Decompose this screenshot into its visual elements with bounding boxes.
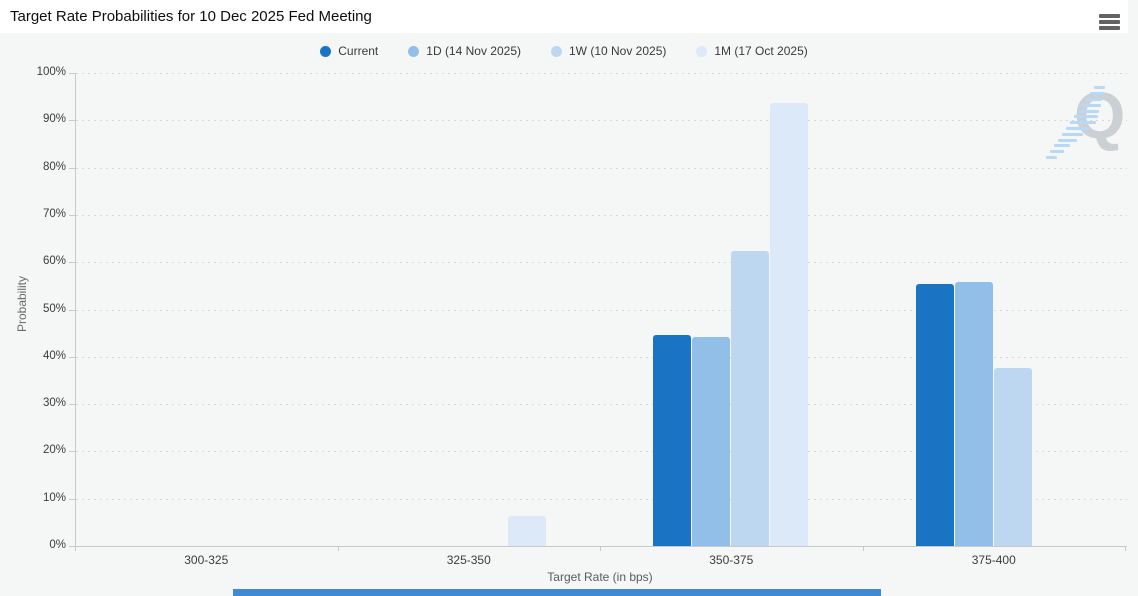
y-axis-tick: [69, 356, 75, 358]
legend-dot-icon: [320, 45, 332, 57]
y-axis-tick: [69, 262, 75, 264]
y-tick-label-20: 20%: [42, 444, 66, 457]
y-axis-tick: [69, 214, 75, 216]
legend-item-current[interactable]: Current: [320, 44, 378, 58]
y-tick-label-0: 0%: [49, 539, 66, 551]
gridline-20: [76, 451, 1127, 453]
legend-label-1m: 1M (17 Oct 2025): [714, 44, 808, 58]
bar-current-350-375[interactable]: [653, 335, 692, 546]
y-axis-tick: [69, 498, 75, 500]
legend-dot-icon: [408, 45, 420, 57]
watermark-swoosh-stripe: [1050, 150, 1064, 154]
bottom-scroll-indicator[interactable]: [233, 589, 881, 596]
y-tick-label-100: 100%: [36, 66, 66, 78]
y-axis-line: [75, 73, 76, 546]
gridline-10: [76, 498, 1127, 500]
watermark-swoosh-stripe: [1074, 115, 1098, 119]
gridline-80: [76, 167, 1127, 169]
x-axis-tick: [75, 546, 76, 551]
x-axis-tick: [862, 546, 864, 551]
y-tick-label-90: 90%: [42, 113, 66, 126]
x-category-label-300-325: 300-325: [184, 553, 229, 567]
legend-item-1d[interactable]: 1D (14 Nov 2025): [408, 44, 521, 58]
y-tick-label-70: 70%: [42, 207, 66, 220]
menu-bar: [1099, 14, 1120, 18]
y-axis-tick: [69, 120, 75, 122]
gridline-30: [76, 404, 1127, 406]
bar-1w-350-375[interactable]: [731, 251, 770, 546]
watermark-swoosh-stripe: [1078, 109, 1099, 113]
watermark-swoosh-stripe: [1066, 127, 1090, 130]
y-tick-label-40: 40%: [42, 349, 66, 362]
bar-1w-375-400[interactable]: [993, 367, 1032, 546]
x-axis-line: [75, 546, 1127, 547]
watermark-swoosh-stripe: [1090, 92, 1104, 96]
y-axis-tick: [69, 404, 75, 406]
chart-title: Target Rate Probabilities for 10 Dec 202…: [10, 8, 372, 25]
y-tick-label-10: 10%: [42, 491, 66, 504]
watermark-swoosh-stripe: [1046, 156, 1057, 159]
y-axis-tick: [69, 546, 75, 547]
watermark-swoosh-stripe: [1054, 144, 1070, 148]
gridline-60: [76, 262, 1127, 264]
y-tick-label-30: 30%: [42, 397, 66, 410]
legend-dot-icon: [550, 45, 562, 57]
chart-header: Target Rate Probabilities for 10 Dec 202…: [0, 0, 1128, 33]
y-axis-tick: [69, 451, 75, 453]
bar-1m-350-375[interactable]: [770, 102, 809, 546]
x-axis-title: Target Rate (in bps): [547, 570, 653, 584]
legend-item-1m[interactable]: 1M (17 Oct 2025): [696, 44, 808, 58]
bar-1d-375-400[interactable]: [954, 282, 993, 546]
watermark-swoosh-stripe: [1070, 121, 1096, 125]
y-tick-label-50: 50%: [42, 302, 66, 315]
watermark-swoosh-stripe: [1082, 103, 1101, 107]
x-category-label-350-375: 350-375: [709, 553, 754, 567]
gridline-50: [76, 309, 1127, 311]
menu-bar: [1099, 26, 1120, 30]
chart-legend: Current 1D (14 Nov 2025) 1W (10 Nov 2025) 1…: [0, 44, 1128, 58]
bar-1d-350-375[interactable]: [692, 336, 731, 546]
legend-label-current: Current: [338, 44, 379, 58]
bar-current-375-400[interactable]: [915, 283, 954, 546]
bar-1m-325-350[interactable]: [507, 516, 546, 546]
y-tick-label-60: 60%: [42, 255, 66, 268]
watermark-swoosh-stripe: [1062, 132, 1083, 136]
watermark-swoosh-stripe: [1094, 86, 1105, 90]
legend-label-1w: 1W (10 Nov 2025): [568, 44, 667, 58]
menu-bar: [1099, 20, 1120, 24]
x-category-label-375-400: 375-400: [971, 553, 1016, 567]
legend-label-1d: 1D (14 Nov 2025): [426, 44, 521, 58]
y-axis-tick: [69, 73, 75, 74]
y-tick-label-80: 80%: [42, 160, 66, 173]
y-axis-tick: [69, 309, 75, 311]
gridline-90: [76, 120, 1127, 122]
legend-item-1w[interactable]: 1W (10 Nov 2025): [550, 44, 667, 58]
watermark-swoosh-stripe: [1058, 138, 1077, 142]
hamburger-menu-icon[interactable]: [1094, 10, 1126, 32]
y-axis-tick: [69, 167, 75, 169]
gridline-40: [76, 356, 1127, 358]
gridline-100: [76, 73, 1127, 74]
x-axis-tick: [337, 546, 339, 551]
gridline-70: [76, 214, 1127, 216]
legend-dot-icon: [696, 45, 708, 57]
x-category-label-325-350: 325-350: [446, 553, 491, 567]
watermark-swoosh-stripe: [1086, 98, 1102, 101]
x-axis-tick: [1125, 546, 1126, 551]
x-axis-tick: [600, 546, 601, 551]
